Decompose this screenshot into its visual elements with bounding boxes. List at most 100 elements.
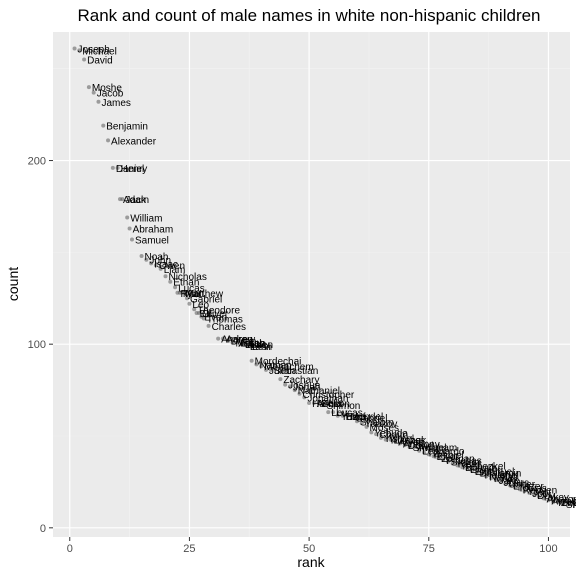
point-label: Yonah — [571, 500, 576, 511]
point-label: Lucas — [336, 408, 363, 419]
point-label: Aiden — [247, 340, 273, 351]
point-label: Shlomo — [566, 500, 576, 511]
point-label: Eli — [200, 309, 211, 320]
data-point — [321, 402, 326, 407]
data-point — [402, 443, 407, 448]
data-point — [426, 452, 431, 457]
data-point — [316, 400, 321, 405]
data-point — [407, 445, 412, 450]
point-label: Andrew — [221, 335, 256, 346]
data-point — [560, 501, 565, 506]
point-label: Theodore — [197, 305, 240, 316]
data-point — [417, 448, 422, 453]
point-label: Simon — [451, 458, 479, 469]
point-label: Joel — [532, 489, 550, 500]
y-tick-label: 200 — [28, 156, 46, 168]
data-point — [331, 410, 336, 415]
point-label: Mason — [236, 338, 266, 349]
point-label: Eliezer — [513, 482, 544, 493]
point-label: Zachary — [283, 375, 319, 386]
point-label: Ezra — [346, 412, 367, 423]
data-point — [479, 472, 484, 477]
point-label: Samuel — [135, 236, 169, 247]
data-point — [287, 384, 292, 389]
data-point — [465, 467, 470, 472]
point-label: Sebastian — [274, 366, 318, 377]
data-point — [153, 263, 158, 268]
point-label: Harrison — [312, 399, 350, 410]
point-label: Joseph — [78, 45, 110, 56]
data-point — [398, 441, 403, 446]
data-point — [77, 48, 82, 53]
point-label: Asher — [317, 399, 344, 410]
data-point — [445, 459, 450, 464]
data-point — [249, 358, 254, 363]
data-point — [163, 274, 168, 279]
data-point — [536, 494, 541, 499]
point-label: James — [101, 98, 130, 109]
data-point — [197, 310, 202, 315]
point-label: Thomas — [207, 314, 243, 325]
point-label: Felix — [322, 399, 343, 410]
data-point — [216, 336, 221, 341]
data-point — [283, 382, 288, 387]
x-tick-label: 25 — [183, 543, 195, 555]
data-point — [129, 237, 134, 242]
data-point — [149, 261, 154, 266]
data-point — [206, 323, 211, 328]
data-point — [541, 496, 546, 501]
point-label: Shimon — [326, 401, 360, 412]
data-point — [498, 479, 503, 484]
point-label: Christopher — [303, 390, 355, 401]
point-label: Noah — [145, 252, 169, 263]
data-point — [86, 85, 91, 90]
data-point — [364, 424, 369, 429]
data-point — [335, 413, 340, 418]
data-point — [307, 400, 312, 405]
data-point — [311, 400, 316, 405]
data-point — [91, 90, 96, 95]
point-label: William — [130, 213, 162, 224]
point-label: Jacob — [97, 89, 124, 100]
x-tick-label: 75 — [423, 543, 435, 555]
data-point — [340, 413, 345, 418]
x-axis-label: rank — [297, 554, 325, 570]
data-point — [120, 197, 125, 202]
point-label: Benjamin — [106, 122, 148, 133]
point-label: Yisroel — [384, 434, 414, 445]
point-label: Liam — [164, 265, 186, 276]
data-point — [254, 362, 259, 367]
point-label: Leon — [250, 342, 272, 353]
point-label: Nathan — [259, 360, 291, 371]
data-point — [115, 165, 120, 170]
point-label: Ryan — [180, 289, 203, 300]
data-point — [96, 99, 101, 104]
data-point — [247, 344, 252, 349]
y-tick-label: 0 — [40, 523, 46, 535]
point-label: Levi — [252, 342, 270, 353]
point-label: Nathaniel — [298, 386, 340, 397]
point-label: Yoel — [528, 487, 547, 498]
data-point — [278, 377, 283, 382]
point-label: Zev — [561, 498, 576, 509]
data-point — [192, 307, 197, 312]
data-point — [551, 500, 556, 505]
point-label: Moses — [370, 423, 399, 434]
point-label: Lev — [331, 408, 347, 419]
data-point — [383, 437, 388, 442]
data-point — [144, 257, 149, 262]
data-point — [225, 338, 230, 343]
point-label: Yechezkel — [461, 461, 506, 472]
y-axis-label: count — [5, 267, 21, 301]
point-label: Isaac — [154, 259, 178, 270]
point-label: Meir — [494, 474, 514, 485]
point-label: Aharon — [547, 494, 576, 505]
point-label: Abraham — [133, 224, 174, 235]
data-point — [532, 492, 537, 497]
data-point — [127, 226, 132, 231]
point-label: Alexander — [111, 136, 157, 147]
data-point — [264, 367, 269, 372]
data-point — [421, 450, 426, 455]
minor-gridlines — [53, 32, 570, 537]
